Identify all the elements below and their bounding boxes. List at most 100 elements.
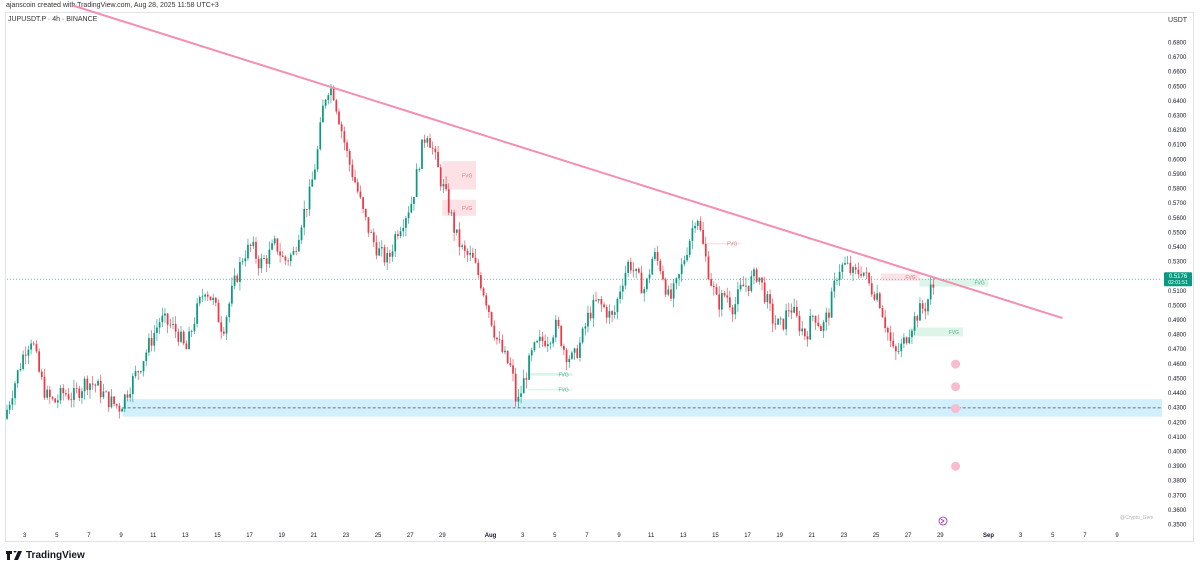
candle-body bbox=[201, 296, 204, 298]
candle-body bbox=[399, 231, 402, 237]
candle-body bbox=[643, 289, 646, 294]
candle-body bbox=[828, 312, 830, 318]
x-tick-label: 29 bbox=[937, 533, 944, 539]
candle-body bbox=[458, 229, 461, 247]
candle-body bbox=[538, 336, 541, 341]
candle-body bbox=[712, 285, 715, 288]
x-tick-label: 9 bbox=[1115, 533, 1119, 539]
y-tick-label: 0.3600 bbox=[1168, 508, 1187, 514]
candle-body bbox=[14, 383, 16, 399]
candle-body bbox=[549, 343, 552, 345]
candle-body bbox=[276, 238, 279, 252]
fvg-box bbox=[442, 199, 477, 216]
candle-body bbox=[265, 258, 268, 264]
candle-body bbox=[169, 324, 172, 326]
candle-body bbox=[330, 88, 332, 96]
x-tick-label: 3 bbox=[23, 533, 27, 539]
x-tick-label: Aug bbox=[485, 533, 497, 539]
y-tick-label: 0.6600 bbox=[1168, 70, 1187, 76]
candle-body bbox=[903, 337, 905, 344]
candle-body bbox=[324, 100, 327, 106]
x-tick-label: 21 bbox=[808, 533, 815, 539]
candle-body bbox=[817, 322, 820, 327]
x-tick-label: 5 bbox=[55, 533, 59, 539]
candle-body bbox=[678, 274, 680, 279]
candle-body bbox=[402, 227, 405, 232]
candle-body bbox=[196, 303, 198, 324]
candle-body bbox=[225, 317, 228, 334]
candle-body bbox=[801, 328, 804, 332]
candle-body bbox=[793, 306, 796, 313]
candle-body bbox=[581, 328, 584, 343]
candle-body bbox=[300, 227, 303, 241]
candle-body bbox=[485, 295, 488, 306]
candle-body bbox=[410, 203, 413, 213]
chart-frame bbox=[5, 12, 1194, 542]
candle-body bbox=[908, 337, 911, 344]
price-badge-countdown: 02:01:51 bbox=[1168, 280, 1188, 286]
candle-body bbox=[482, 288, 485, 296]
candle-body bbox=[627, 261, 630, 274]
candle-body bbox=[560, 325, 563, 346]
candle-body bbox=[806, 336, 809, 340]
fvg-label: FVG bbox=[949, 330, 959, 336]
y-tick-label: 0.6700 bbox=[1168, 55, 1187, 61]
y-tick-label: 0.4800 bbox=[1168, 333, 1187, 339]
candle-body bbox=[362, 197, 364, 209]
candle-body bbox=[632, 270, 635, 272]
candle-body bbox=[616, 298, 619, 313]
candle-body bbox=[913, 316, 916, 331]
candle-body bbox=[640, 272, 643, 294]
candle-body bbox=[30, 343, 32, 350]
candle-body bbox=[188, 331, 190, 350]
candle-body bbox=[431, 147, 434, 149]
candle-body bbox=[292, 250, 295, 255]
candle-body bbox=[279, 251, 281, 256]
x-tick-label: 13 bbox=[680, 533, 687, 539]
candle-body bbox=[718, 294, 721, 310]
candle-body bbox=[688, 240, 691, 255]
x-tick-label: 11 bbox=[648, 533, 655, 539]
candle-body bbox=[803, 328, 806, 337]
candle-body bbox=[81, 391, 83, 398]
candle-body bbox=[723, 293, 726, 296]
candle-body bbox=[423, 139, 426, 143]
candle-body bbox=[153, 332, 156, 346]
candle-body bbox=[565, 349, 568, 363]
candle-body bbox=[509, 363, 512, 366]
y-tick-label: 0.5300 bbox=[1168, 260, 1187, 266]
x-tick-label: 15 bbox=[214, 533, 221, 539]
candle-body bbox=[421, 139, 423, 169]
candle-body bbox=[825, 312, 828, 323]
candle-body bbox=[587, 312, 589, 327]
candle-body bbox=[704, 243, 707, 257]
x-tick-label: 7 bbox=[1083, 533, 1087, 539]
candle-body bbox=[795, 306, 798, 316]
candle-body bbox=[814, 315, 817, 323]
y-tick-label: 0.4500 bbox=[1168, 376, 1187, 382]
candle-body bbox=[646, 278, 648, 290]
candle-body bbox=[672, 283, 675, 299]
x-tick-label: 7 bbox=[87, 533, 91, 539]
candle-body bbox=[263, 258, 265, 259]
candle-body bbox=[696, 220, 699, 226]
x-tick-label: 7 bbox=[585, 533, 589, 539]
y-axis: 0.6800 0.6700 0.6600 0.6500 0.6400 0.6300 0.62… bbox=[1168, 41, 1187, 529]
y-tick-label: 0.4400 bbox=[1168, 391, 1187, 397]
y-tick-label: 0.5500 bbox=[1168, 230, 1187, 236]
candle-body bbox=[148, 338, 150, 353]
candle-body bbox=[314, 169, 316, 180]
candle-body bbox=[255, 241, 257, 259]
candle-body bbox=[59, 387, 62, 401]
candle-body bbox=[720, 293, 723, 310]
candle-body bbox=[16, 370, 19, 384]
candle-body bbox=[787, 310, 790, 312]
candle-body bbox=[878, 293, 881, 308]
candle-body bbox=[860, 274, 862, 276]
candle-body bbox=[455, 229, 458, 233]
candle-body bbox=[493, 325, 496, 338]
candle-body bbox=[343, 131, 346, 143]
candle-body bbox=[164, 313, 166, 316]
candle-body bbox=[257, 258, 260, 269]
